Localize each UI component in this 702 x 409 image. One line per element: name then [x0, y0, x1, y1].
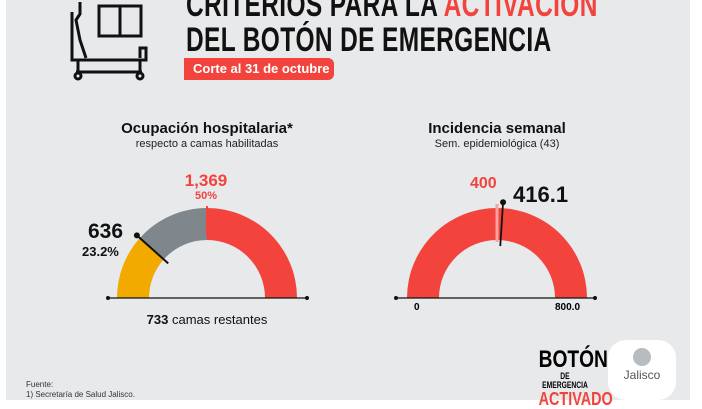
page-title-line1: CRITERIOS PARA LA ACTIVACIÓN: [186, 0, 598, 22]
remaining-beds: 733 camas restantes: [107, 312, 307, 327]
baseline-dot: [106, 296, 110, 300]
occupancy-needle: [136, 234, 169, 265]
above-threshold-segment: [207, 208, 297, 298]
occupancy-title: Ocupación hospitalaria*: [121, 120, 293, 137]
logo-line2: DE EMERGENCIA: [542, 371, 588, 390]
occupancy-current-value: 636: [88, 220, 124, 243]
logo-line3: ACTIVADO: [538, 389, 613, 409]
incidence-needle: [499, 202, 504, 247]
title-text: CRITERIOS PARA LA: [186, 0, 444, 24]
incidence-min-label: 0: [414, 302, 420, 313]
baseline-dot: [593, 296, 597, 300]
date-badge: Corte al 31 de octubre: [184, 58, 334, 80]
source-label: Fuente:: [26, 380, 54, 389]
needle-dot: [133, 232, 140, 239]
incidence-title: Incidencia semanal: [428, 120, 566, 137]
source-note: Fuente: 1) Secretaría de Salud Jalisco.: [26, 380, 135, 400]
incidence-threshold: 400: [470, 175, 497, 192]
occupancy-subtitle: respecto a camas habilitadas: [135, 138, 279, 150]
jalisco-logo: Jalisco: [608, 340, 676, 400]
crest-icon: [633, 348, 651, 366]
page-title-line2: DEL BOTÓN DE EMERGENCIA: [186, 21, 552, 59]
occupancy-threshold-value: 1,369: [184, 171, 228, 190]
available-segment: [139, 208, 207, 260]
remaining-count: 733: [146, 312, 169, 327]
needle-dot: [500, 199, 507, 206]
title-highlight: ACTIVACIÓN: [443, 0, 598, 24]
source-text: 1) Secretaría de Salud Jalisco.: [26, 390, 135, 399]
hospital-bed-icon: [70, 2, 148, 81]
logo-line1: BOTÓN: [538, 346, 608, 373]
incidence-subtitle: Sem. epidemiológica (43): [434, 138, 560, 150]
incidence-current: 416.1: [513, 182, 569, 207]
incidence-max-label: 800.0: [555, 302, 581, 313]
baseline-dot: [394, 296, 398, 300]
jalisco-text: Jalisco: [623, 368, 661, 382]
occupancy-current-pct: 23.2%: [82, 244, 119, 259]
baseline-dot: [305, 296, 309, 300]
incidence-arc: [407, 208, 587, 298]
occupied-segment: [117, 238, 164, 298]
occupancy-gauge: [106, 199, 597, 300]
boton-emergencia-logo: BOTÓN DE EMERGENCIA ACTIVADO: [532, 346, 613, 409]
remaining-label: camas restantes: [171, 312, 268, 327]
background: [6, 0, 690, 400]
occupancy-threshold-pct: 50%: [194, 190, 218, 202]
